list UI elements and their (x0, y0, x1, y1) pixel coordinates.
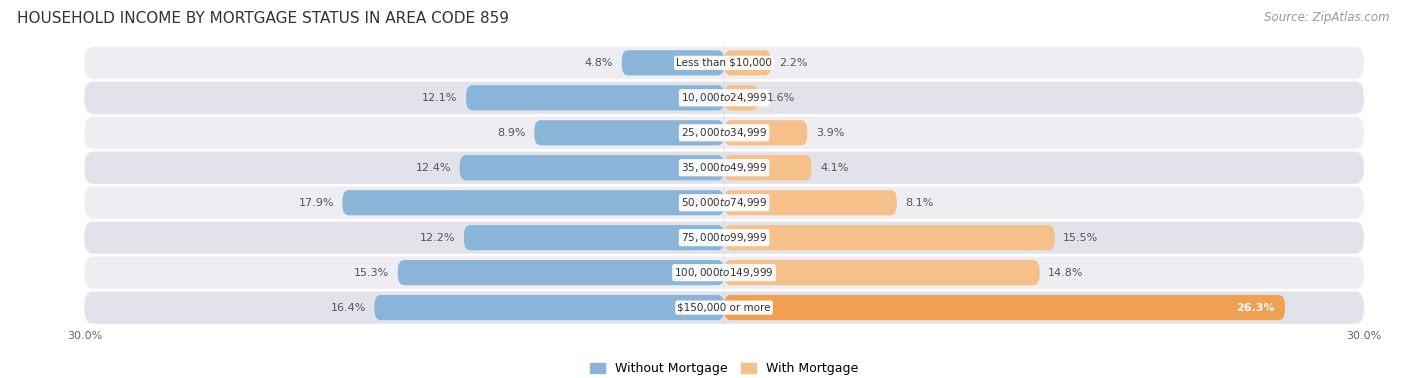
FancyBboxPatch shape (724, 190, 897, 215)
FancyBboxPatch shape (84, 291, 1364, 324)
Text: $10,000 to $24,999: $10,000 to $24,999 (681, 91, 768, 104)
Text: $100,000 to $149,999: $100,000 to $149,999 (675, 266, 773, 279)
Text: 14.8%: 14.8% (1049, 268, 1084, 277)
Text: 16.4%: 16.4% (330, 303, 366, 313)
Text: HOUSEHOLD INCOME BY MORTGAGE STATUS IN AREA CODE 859: HOUSEHOLD INCOME BY MORTGAGE STATUS IN A… (17, 11, 509, 26)
Text: 4.8%: 4.8% (585, 58, 613, 68)
FancyBboxPatch shape (724, 295, 1285, 320)
FancyBboxPatch shape (465, 85, 724, 110)
FancyBboxPatch shape (724, 155, 811, 180)
FancyBboxPatch shape (374, 295, 724, 320)
FancyBboxPatch shape (464, 225, 724, 250)
FancyBboxPatch shape (84, 47, 1364, 79)
Text: 12.4%: 12.4% (416, 163, 451, 173)
FancyBboxPatch shape (398, 260, 724, 285)
FancyBboxPatch shape (621, 50, 724, 76)
Text: Less than $10,000: Less than $10,000 (676, 58, 772, 68)
Legend: Without Mortgage, With Mortgage: Without Mortgage, With Mortgage (585, 357, 863, 378)
Text: 8.1%: 8.1% (905, 198, 934, 208)
Text: 4.1%: 4.1% (820, 163, 848, 173)
Text: 3.9%: 3.9% (815, 128, 844, 138)
Text: Source: ZipAtlas.com: Source: ZipAtlas.com (1264, 11, 1389, 24)
Text: 2.2%: 2.2% (779, 58, 808, 68)
FancyBboxPatch shape (724, 50, 770, 76)
Text: 1.6%: 1.6% (766, 93, 794, 103)
FancyBboxPatch shape (534, 120, 724, 146)
FancyBboxPatch shape (460, 155, 724, 180)
Text: $150,000 or more: $150,000 or more (678, 303, 770, 313)
FancyBboxPatch shape (724, 225, 1054, 250)
FancyBboxPatch shape (724, 260, 1039, 285)
Text: $75,000 to $99,999: $75,000 to $99,999 (681, 231, 768, 244)
Text: 15.3%: 15.3% (354, 268, 389, 277)
FancyBboxPatch shape (84, 152, 1364, 184)
Text: 26.3%: 26.3% (1236, 303, 1274, 313)
FancyBboxPatch shape (724, 85, 758, 110)
FancyBboxPatch shape (84, 222, 1364, 254)
FancyBboxPatch shape (84, 257, 1364, 289)
Text: $25,000 to $34,999: $25,000 to $34,999 (681, 126, 768, 139)
FancyBboxPatch shape (84, 117, 1364, 149)
FancyBboxPatch shape (84, 187, 1364, 219)
Text: 17.9%: 17.9% (298, 198, 333, 208)
FancyBboxPatch shape (724, 120, 807, 146)
Text: 12.1%: 12.1% (422, 93, 457, 103)
Text: 8.9%: 8.9% (498, 128, 526, 138)
Text: 12.2%: 12.2% (420, 233, 456, 243)
Text: $35,000 to $49,999: $35,000 to $49,999 (681, 161, 768, 174)
Text: 15.5%: 15.5% (1063, 233, 1098, 243)
FancyBboxPatch shape (84, 82, 1364, 114)
Text: $50,000 to $74,999: $50,000 to $74,999 (681, 196, 768, 209)
FancyBboxPatch shape (343, 190, 724, 215)
